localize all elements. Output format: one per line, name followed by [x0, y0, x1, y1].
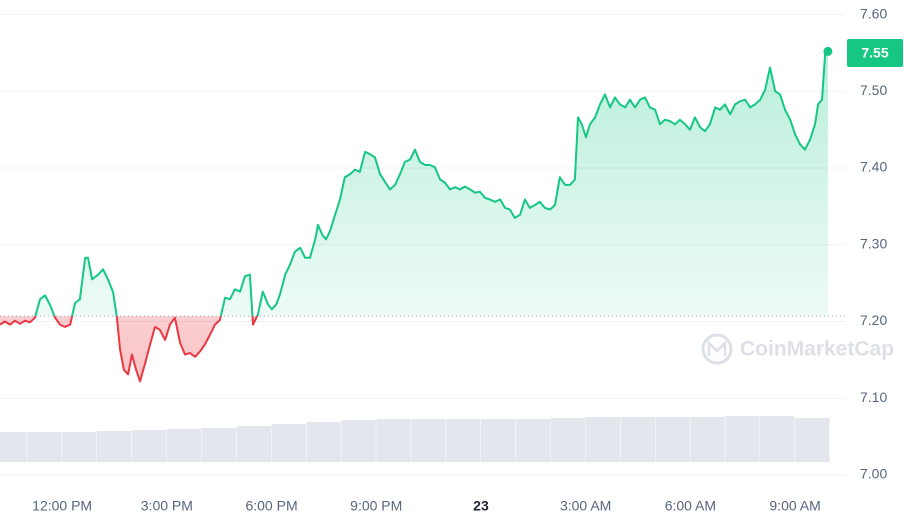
volume-bar — [131, 430, 167, 462]
y-tick-label: 7.60 — [860, 5, 887, 21]
y-tick-label: 7.40 — [860, 159, 887, 175]
volume-bar — [515, 419, 551, 462]
last-point — [823, 46, 833, 56]
area-up — [35, 51, 828, 317]
volume-bar — [760, 416, 795, 462]
y-tick-label: 7.50 — [860, 82, 887, 98]
volume-bar — [271, 424, 306, 462]
price-tag-label: 7.55 — [861, 45, 888, 61]
volume-bar — [201, 428, 237, 462]
watermark-text: CoinMarketCap — [740, 338, 894, 361]
volume-bar — [620, 417, 655, 462]
area-down — [0, 316, 828, 382]
volume-bar — [446, 419, 481, 462]
watermark: CoinMarketCap — [701, 333, 894, 365]
volume-bar — [480, 419, 516, 462]
volume-bar — [236, 426, 272, 462]
price-line-up — [34, 50, 829, 317]
x-tick-label: 12:00 PM — [32, 498, 92, 514]
x-tick-label: 3:00 PM — [141, 498, 193, 514]
volume-bar — [27, 432, 62, 462]
volume-bar — [690, 417, 725, 462]
volume-bar — [0, 432, 27, 462]
y-tick-label: 7.00 — [860, 466, 887, 482]
y-tick-label: 7.10 — [860, 389, 887, 405]
x-tick-label: 9:00 AM — [769, 498, 820, 514]
volume-bar — [97, 431, 132, 462]
watermark-logo-m — [707, 339, 727, 356]
x-tick-label: 3:00 AM — [560, 498, 611, 514]
volume-bar — [795, 418, 830, 462]
volume-bar — [166, 429, 202, 462]
volume-bar — [411, 419, 446, 462]
volume-bar — [62, 432, 97, 462]
x-tick-label: 6:00 PM — [245, 498, 297, 514]
volume-bar — [306, 422, 341, 462]
x-tick-label: 6:00 AM — [665, 498, 716, 514]
volume-bar — [725, 416, 760, 462]
watermark-logo — [701, 333, 733, 365]
y-tick-label: 7.20 — [860, 312, 887, 328]
volume-bar — [341, 420, 376, 462]
x-tick-label: 23 — [473, 498, 489, 514]
volume-bar — [550, 418, 586, 462]
price-line-down — [0, 316, 259, 383]
volume-bar — [585, 417, 621, 462]
y-tick-label: 7.30 — [860, 235, 887, 251]
volume-bar — [655, 417, 690, 462]
volume-bar — [376, 419, 411, 462]
price-tag — [847, 38, 903, 67]
x-tick-label: 9:00 PM — [350, 498, 402, 514]
